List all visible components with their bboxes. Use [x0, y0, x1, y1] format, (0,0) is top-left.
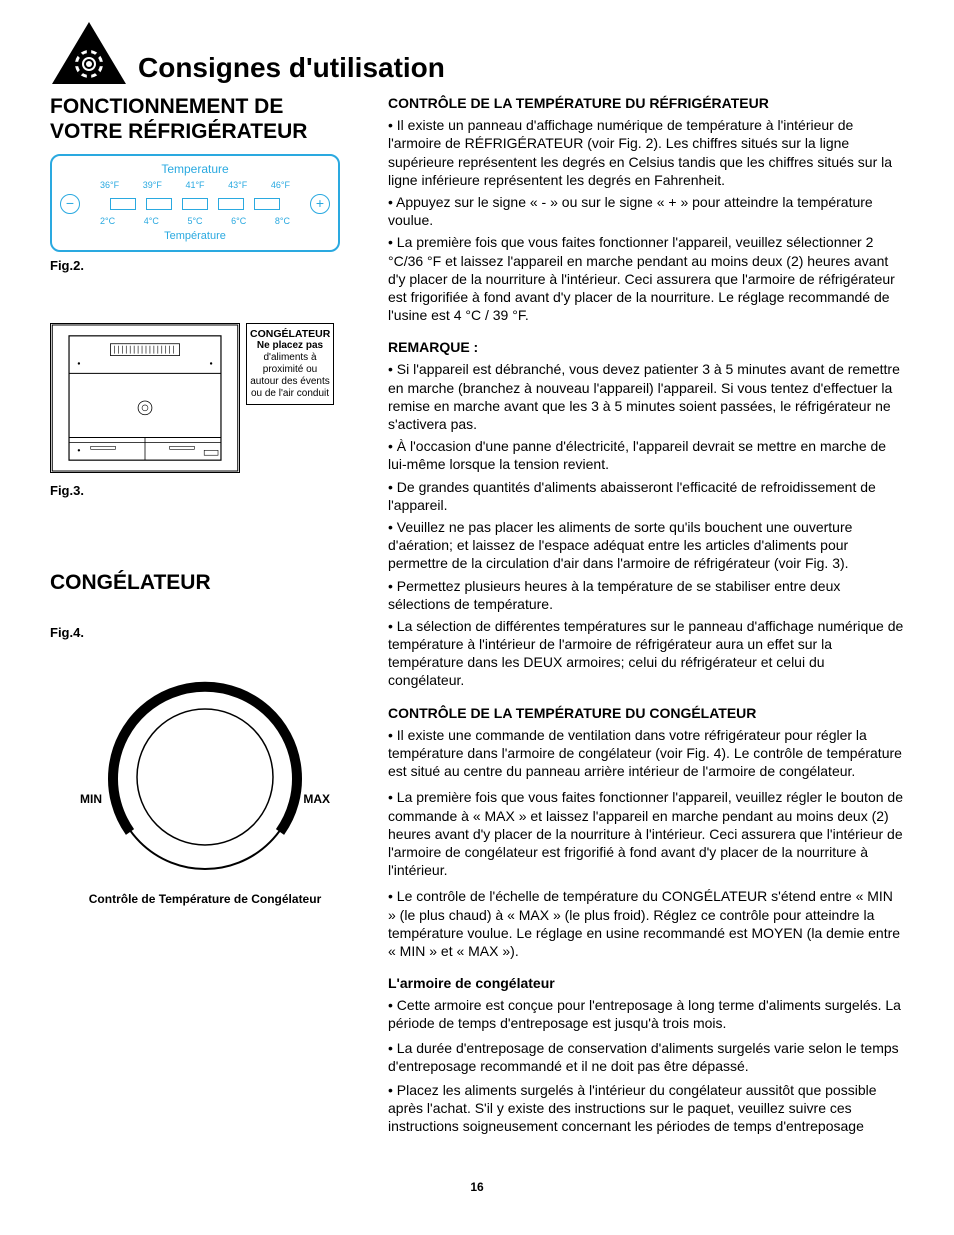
heading-congelateur: CONGÉLATEUR [50, 570, 360, 595]
heading-remarque: REMARQUE : [388, 338, 904, 356]
body-text: • Il existe une commande de ventilation … [388, 726, 904, 781]
fig2-boxes [110, 198, 280, 210]
fig2-f-3: 43°F [228, 180, 247, 192]
body-text: • Si l'appareil est débranché, vous deve… [388, 360, 904, 433]
fig2-c-0: 2°C [100, 216, 115, 228]
body-text: • La première fois que vous faites fonct… [388, 788, 904, 879]
fig4-max-label: MAX [303, 792, 330, 808]
left-column: FONCTIONNEMENT DE VOTRE RÉFRIGÉRATEUR Te… [50, 94, 360, 1150]
fig2-fahrenheit-row: 36°F 39°F 41°F 43°F 46°F [100, 180, 290, 192]
heading-ctrl-ref: CONTRÔLE DE LA TEMPÉRATURE DU RÉFRIGÉRAT… [388, 94, 904, 112]
fig4-min-label: MIN [80, 792, 102, 808]
body-text: • La sélection de différentes températur… [388, 617, 904, 690]
fig2-c-4: 8°C [275, 216, 290, 228]
fig2-plus-button[interactable]: + [310, 194, 330, 214]
fig2-box [254, 198, 280, 210]
fig2-f-1: 39°F [143, 180, 162, 192]
fig2-title-bottom: Température [60, 229, 330, 243]
fig2-f-2: 41°F [185, 180, 204, 192]
page-title: Consignes d'utilisation [138, 50, 445, 86]
fig2-c-1: 4°C [144, 216, 159, 228]
fig3-fridge-interior-icon [50, 323, 240, 477]
fig2-f-0: 36°F [100, 180, 119, 192]
fig2-c-2: 5°C [187, 216, 202, 228]
fig4-label: Fig.4. [50, 625, 360, 642]
fig2-temperature-panel: Temperature 36°F 39°F 41°F 43°F 46°F − + [50, 154, 340, 251]
fig2-label: Fig.2. [50, 258, 360, 275]
body-text: • La première fois que vous faites fonct… [388, 233, 904, 324]
page-header: Consignes d'utilisation [50, 20, 904, 86]
body-text: • Veuillez ne pas placer les aliments de… [388, 518, 904, 573]
fig3-label: Fig.3. [50, 483, 360, 500]
body-text: • À l'occasion d'une panne d'électricité… [388, 437, 904, 473]
body-text: • La durée d'entreposage de conservation… [388, 1039, 904, 1075]
fig2-celsius-row: 2°C 4°C 5°C 6°C 8°C [100, 216, 290, 228]
fig2-box [182, 198, 208, 210]
fig2-c-3: 6°C [231, 216, 246, 228]
fig3-callout-box: CONGÉLATEUR Ne placez pas d'aliments à p… [246, 323, 334, 406]
fig2-f-4: 46°F [271, 180, 290, 192]
fig4-caption: Contrôle de Température de Congélateur [50, 892, 360, 908]
heading-ctrl-cong: CONTRÔLE DE LA TEMPÉRATURE DU CONGÉLATEU… [388, 704, 904, 722]
body-text: • Il existe un panneau d'affichage numér… [388, 116, 904, 189]
fig3-callout-text: d'aliments à proximité ou autour des éve… [250, 352, 330, 400]
fig3-callout-title: CONGÉLATEUR [250, 328, 330, 341]
fig3-callout-bold: Ne placez pas [250, 340, 330, 352]
fig2-box [146, 198, 172, 210]
heading-armoire: L'armoire de congélateur [388, 974, 904, 992]
body-text: • Placez les aliments surgelés à l'intér… [388, 1081, 904, 1136]
page-number: 16 [50, 1180, 904, 1196]
body-text: • De grandes quantités d'aliments abaiss… [388, 478, 904, 514]
right-column: CONTRÔLE DE LA TEMPÉRATURE DU RÉFRIGÉRAT… [388, 94, 904, 1150]
warning-gear-icon [50, 20, 128, 86]
fig2-minus-button[interactable]: − [60, 194, 80, 214]
body-text: • Permettez plusieurs heures à la tempér… [388, 577, 904, 613]
fig2-box [110, 198, 136, 210]
fig2-title-top: Temperature [60, 162, 330, 178]
heading-fonctionnement: FONCTIONNEMENT DE VOTRE RÉFRIGÉRATEUR [50, 94, 360, 144]
body-text: • Le contrôle de l'échelle de températur… [388, 887, 904, 960]
fig4-dial: MIN MAX [80, 672, 330, 882]
body-text: • Cette armoire est conçue pour l'entrep… [388, 996, 904, 1032]
fig2-box [218, 198, 244, 210]
body-text: • Appuyez sur le signe « - » ou sur le s… [388, 193, 904, 229]
